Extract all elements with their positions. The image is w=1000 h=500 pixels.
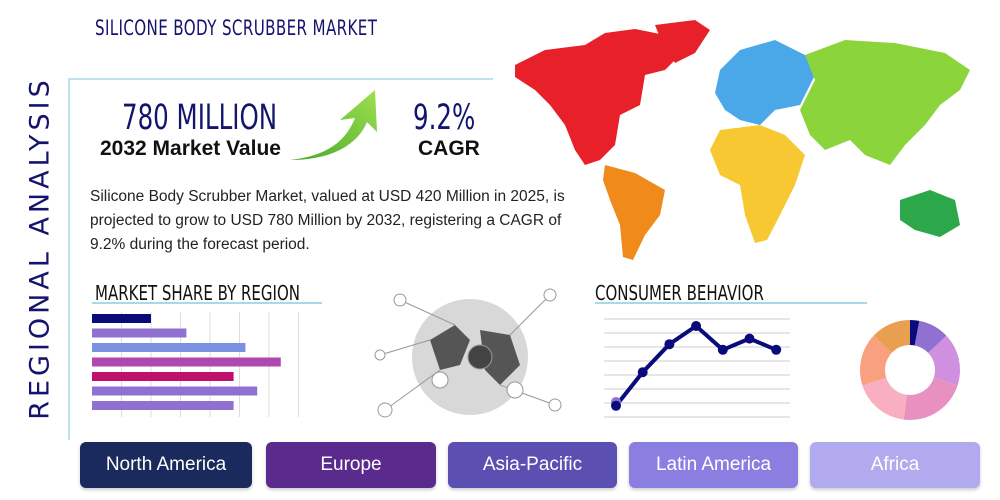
region-button-asia-pacific[interactable]: Asia-Pacific	[448, 442, 617, 488]
growth-arrow-icon	[290, 90, 377, 160]
europe	[715, 40, 815, 125]
region-button-africa[interactable]: Africa	[810, 442, 980, 488]
bar	[92, 357, 281, 367]
description: Silicone Body Scrubber Market, valued at…	[90, 188, 565, 253]
market-share-heading: MARKET SHARE BY REGION	[95, 281, 300, 305]
region-label: Latin America	[655, 454, 772, 475]
point	[771, 344, 782, 355]
asia	[800, 40, 970, 165]
point	[637, 367, 648, 378]
greenland	[655, 20, 710, 63]
consumer-behavior-heading: CONSUMER BEHAVIOR	[595, 281, 764, 305]
content-frame	[68, 78, 493, 440]
cagr-value: 9.2%	[413, 98, 476, 138]
donut-slice	[903, 377, 958, 420]
donut-slice	[910, 320, 920, 346]
donut-slice	[862, 377, 907, 420]
donut-slice	[860, 335, 892, 386]
bar	[92, 372, 234, 381]
market-share-chart	[92, 312, 299, 417]
bar	[92, 343, 246, 352]
region-button-north-america[interactable]: North America	[80, 442, 252, 488]
market-value-label: 2032 Market Value	[100, 137, 281, 160]
point	[717, 344, 728, 355]
donut-slice	[928, 335, 960, 386]
south-america	[603, 165, 665, 260]
region-label: Asia-Pacific	[482, 454, 583, 475]
page-title: SILICONE BODY SCRUBBER MARKET	[95, 16, 378, 40]
region-label: Africa	[870, 454, 920, 475]
point	[611, 400, 621, 411]
globe-network-icon	[374, 288, 562, 418]
bar	[92, 328, 187, 338]
consumer-donut-chart	[860, 320, 960, 420]
region-label: North America	[105, 454, 227, 475]
region-button-europe[interactable]: Europe	[266, 442, 436, 488]
region-label: Europe	[320, 454, 382, 475]
cagr-label: CAGR	[418, 137, 480, 160]
region-button-latin-america[interactable]: Latin America	[629, 442, 798, 488]
bar	[92, 314, 151, 323]
market-share-rule	[92, 302, 322, 304]
bar	[92, 386, 258, 396]
side-label: REGIONAL ANALYSIS	[24, 76, 56, 420]
consumer-behavior-rule	[595, 302, 867, 304]
bar	[92, 401, 234, 410]
market-value: 780 MILLION	[122, 98, 278, 138]
point	[691, 321, 702, 331]
point	[664, 339, 675, 350]
world-map	[515, 20, 970, 260]
donut-slice	[914, 320, 947, 353]
north-america	[515, 29, 680, 165]
donut-slice	[873, 320, 910, 353]
oceania	[900, 190, 960, 237]
point	[744, 333, 755, 344]
consumer-line-chart	[604, 318, 790, 418]
africa	[710, 125, 805, 243]
